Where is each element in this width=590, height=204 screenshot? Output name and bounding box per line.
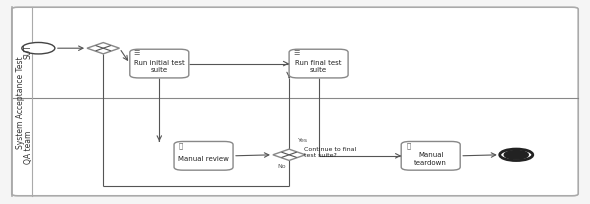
Text: ☰: ☰ — [134, 50, 140, 56]
FancyBboxPatch shape — [289, 50, 348, 79]
Text: ☰: ☰ — [293, 50, 299, 56]
Circle shape — [22, 43, 55, 55]
FancyBboxPatch shape — [174, 142, 233, 170]
Circle shape — [500, 149, 533, 161]
Polygon shape — [87, 43, 119, 54]
Text: Manual review: Manual review — [178, 155, 229, 161]
FancyBboxPatch shape — [12, 8, 578, 196]
Text: Run final test
suite: Run final test suite — [296, 60, 342, 73]
Text: 👤: 👤 — [406, 142, 411, 148]
FancyBboxPatch shape — [401, 142, 460, 170]
Text: Run initial test
suite: Run initial test suite — [134, 60, 185, 73]
Text: SUT: SUT — [24, 44, 33, 58]
Polygon shape — [273, 149, 306, 161]
Text: Manual
teardown: Manual teardown — [414, 151, 447, 165]
Text: Yes: Yes — [298, 137, 308, 142]
Circle shape — [504, 151, 528, 159]
Text: System Acceptance Test: System Acceptance Test — [16, 56, 25, 148]
Text: No: No — [277, 163, 286, 168]
FancyBboxPatch shape — [130, 50, 189, 79]
Text: 👤: 👤 — [179, 142, 183, 148]
Text: QA team: QA team — [24, 130, 33, 163]
Text: Continue to final
test suite?: Continue to final test suite? — [304, 146, 356, 157]
